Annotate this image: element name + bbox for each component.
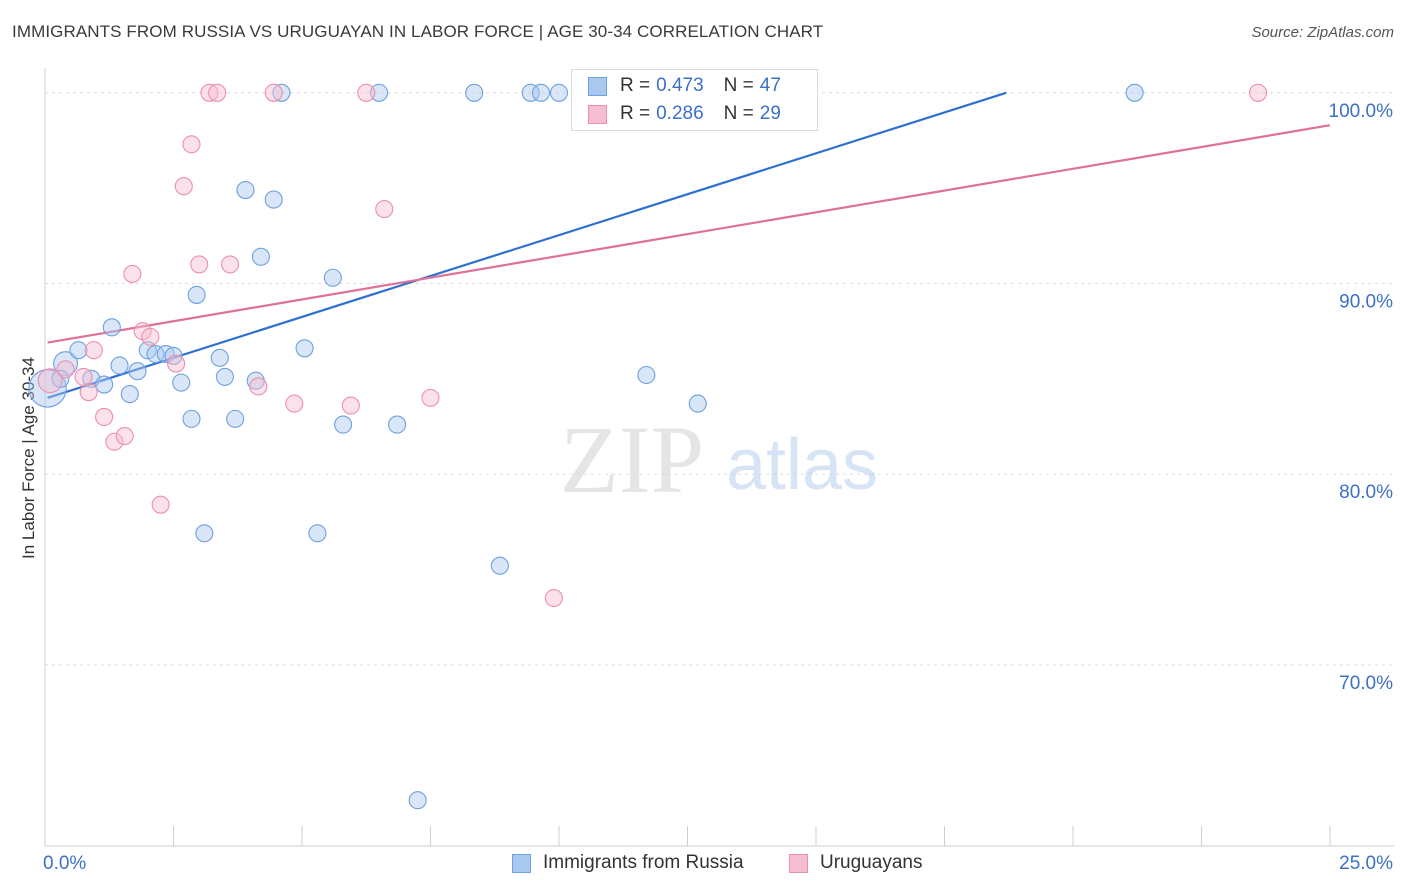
legend-swatch-uruguayans [588,104,607,124]
trend-line-russia [47,91,1007,399]
tick-labels: 100.0% 90.0% 80.0% 70.0% 0.0% 25.0% [43,101,1393,874]
data-point-uruguayans [141,327,160,346]
data-point-uruguayans [74,367,93,386]
data-point-russia [637,365,656,385]
data-point-russia [146,344,165,364]
data-point-russia [408,791,427,810]
data-point-russia [323,268,342,287]
watermark-atlas: atlas [726,425,878,505]
legend-n-label: N = [723,75,754,96]
data-point-uruguayans [37,368,63,394]
data-point-uruguayans [174,177,193,196]
watermark: ZIP atlas [560,406,878,513]
data-point-uruguayans [249,377,268,396]
data-point-uruguayans [190,255,209,274]
legend-r-label: R = [620,103,651,124]
data-point-russia [388,415,407,434]
data-point-russia [264,190,283,209]
legend-n-label: N = [723,103,754,124]
data-point-russia [236,180,255,200]
legend-row-uruguayans: R = 0.286 N = 29 [588,102,781,126]
data-point-russia [490,556,509,575]
data-point-russia [521,83,540,102]
legend-swatch-russia [512,853,531,873]
legend-n-value: 47 [759,75,781,96]
x-tick-label: 25.0% [1339,853,1393,874]
data-point-russia [531,83,551,102]
data-point-uruguayans [285,394,304,413]
data-point-russia [182,409,201,428]
x-tick-label: 0.0% [43,853,86,874]
data-point-uruguayans [208,83,227,102]
data-point-russia [226,409,245,428]
data-point-uruguayans [1248,83,1268,102]
data-point-uruguayans [220,255,240,274]
axes [44,68,1394,847]
data-point-uruguayans [357,83,376,102]
legend-item-uruguayans[interactable]: Uruguayans [789,852,922,874]
y-tick-label: 80.0% [1339,482,1393,503]
data-point-russia [53,351,79,377]
data-points [28,83,1268,810]
data-point-russia [272,83,291,102]
data-point-uruguayans [200,83,219,102]
data-point-uruguayans [56,360,75,379]
data-point-uruguayans [167,354,186,373]
data-point-russia [251,247,270,266]
y-tick-label: 100.0% [1329,101,1394,122]
data-point-russia [102,318,121,337]
source-label: Source: ZipAtlas.com [1251,24,1394,41]
data-point-russia [95,375,114,394]
data-point-uruguayans [375,200,394,219]
data-point-uruguayans [151,495,170,514]
legend-label-russia: Immigrants from Russia [543,852,744,873]
data-point-russia [172,373,191,392]
data-point-uruguayans [544,589,563,608]
y-tick-label: 70.0% [1339,673,1393,694]
data-point-uruguayans [182,135,201,154]
data-point-russia [688,394,707,413]
data-point-russia [295,339,314,358]
legend-row-russia: R = 0.473 N = 47 [588,74,781,98]
data-point-russia [120,385,139,404]
legend-r-value: 0.473 [656,75,704,96]
legend-r-value: 0.286 [656,103,704,124]
data-point-russia [465,83,484,102]
trend-line-uruguayans [47,124,1331,344]
data-point-uruguayans [264,83,283,102]
data-point-russia [128,362,147,381]
data-point-russia [549,83,569,102]
data-point-russia [334,415,353,434]
series-legend: Immigrants from Russia Uruguayans [0,852,1406,878]
data-point-russia [210,348,229,367]
data-point-uruguayans [341,396,360,415]
legend-swatch-uruguayans [789,853,808,873]
stats-legend: R = 0.473 N = 47 R = 0.286 N = 29 [571,69,818,131]
legend-item-russia[interactable]: Immigrants from Russia [512,852,744,874]
chart-title: IMMIGRANTS FROM RUSSIA VS URUGUAYAN IN L… [12,22,824,41]
data-point-uruguayans [105,432,124,451]
data-point-uruguayans [115,426,134,446]
data-point-russia [110,356,129,375]
watermark-zip: ZIP [560,406,704,513]
data-point-russia [195,524,214,543]
data-point-uruguayans [84,341,103,360]
legend-r-label: R = [620,75,651,96]
y-tick-label: 90.0% [1339,291,1393,312]
legend-swatch-russia [588,76,607,96]
data-point-russia [215,367,234,386]
data-point-russia [187,285,206,304]
legend-n-value: 29 [759,103,781,124]
data-point-russia [308,524,327,543]
data-point-russia [1125,83,1144,102]
trend-lines [47,91,1331,399]
data-point-russia [370,83,389,102]
data-point-uruguayans [79,383,98,402]
legend-label-uruguayans: Uruguayans [820,852,923,873]
data-point-russia [69,341,88,360]
data-point-uruguayans [95,407,114,427]
data-point-uruguayans [123,264,142,283]
data-point-uruguayans [421,388,440,407]
